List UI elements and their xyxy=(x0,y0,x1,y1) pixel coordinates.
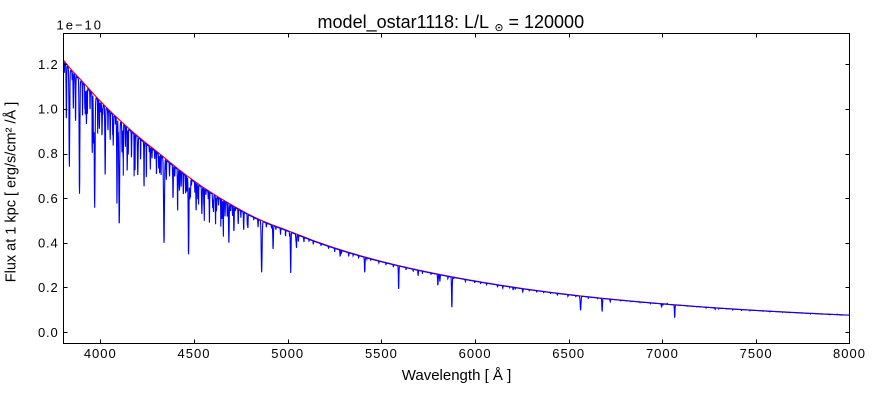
svg-text:5500: 5500 xyxy=(365,346,398,361)
svg-text:0.8: 0.8 xyxy=(38,146,58,161)
svg-text:7500: 7500 xyxy=(740,346,773,361)
svg-text:model_ostar1118: L/L: model_ostar1118: L/L xyxy=(318,12,489,33)
svg-text:0.0: 0.0 xyxy=(38,325,58,340)
svg-text:0.6: 0.6 xyxy=(38,191,58,206)
svg-text:8000: 8000 xyxy=(833,346,866,361)
svg-text:5000: 5000 xyxy=(271,346,304,361)
svg-text:6500: 6500 xyxy=(552,346,585,361)
svg-text:Flux at 1 kpc [ erg/s/cm² /Å ]: Flux at 1 kpc [ erg/s/cm² /Å ] xyxy=(3,102,20,283)
svg-text:0.4: 0.4 xyxy=(38,236,58,251)
svg-text:4000: 4000 xyxy=(84,346,117,361)
svg-text:7000: 7000 xyxy=(646,346,679,361)
svg-text:6000: 6000 xyxy=(459,346,492,361)
svg-text:Wavelength [ Å ]: Wavelength [ Å ] xyxy=(402,367,512,384)
svg-text:1.0: 1.0 xyxy=(38,102,58,117)
svg-text:1.2: 1.2 xyxy=(38,57,58,72)
svg-text:= 120000: = 120000 xyxy=(509,12,585,32)
svg-text:0.2: 0.2 xyxy=(38,280,58,295)
svg-text:1e−10: 1e−10 xyxy=(57,18,104,33)
svg-text:4500: 4500 xyxy=(178,346,211,361)
